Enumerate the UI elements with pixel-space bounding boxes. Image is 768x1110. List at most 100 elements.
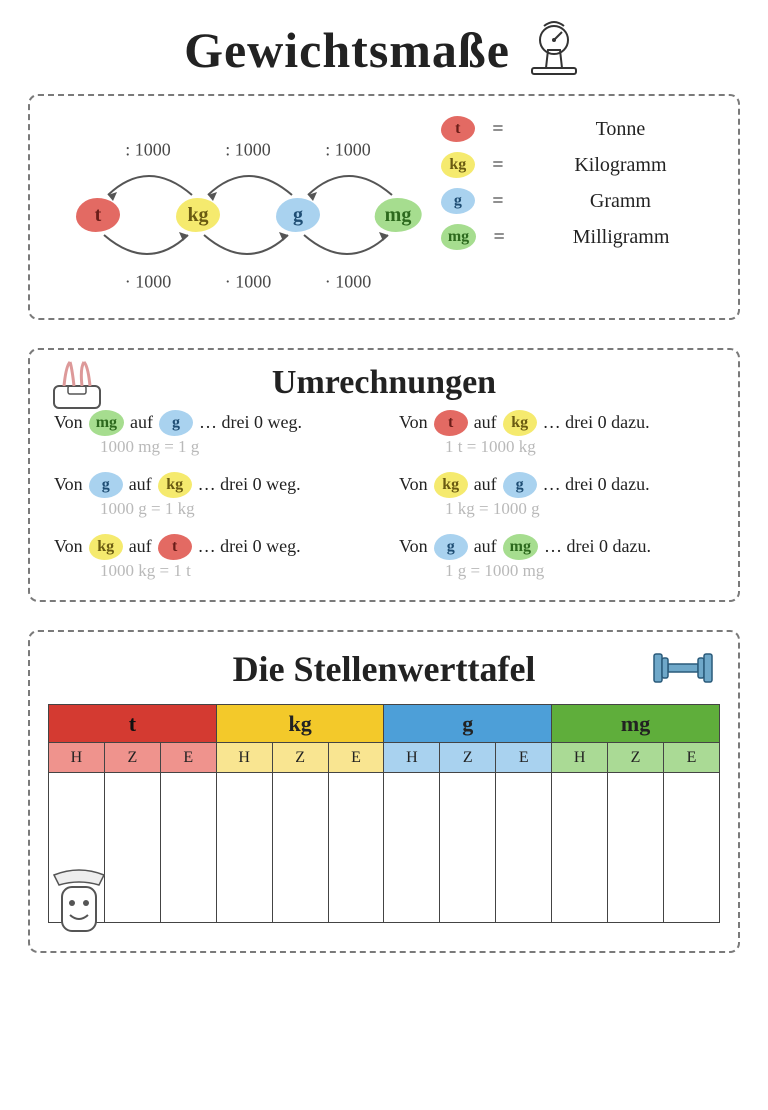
pv-cell <box>216 773 272 923</box>
pv-cell <box>663 773 719 923</box>
word-von: Von <box>399 473 428 496</box>
example-text: 1000 kg = 1 t <box>100 560 369 582</box>
unit-node-g: g <box>276 198 320 232</box>
equals-sign: = <box>489 190 507 213</box>
pv-cell <box>552 773 608 923</box>
unit-to: mg <box>503 534 538 560</box>
factor-multiply: · 1000 <box>225 272 272 293</box>
page-title: Gewichtsmaße <box>184 21 510 79</box>
pv-sub: Z <box>104 743 160 773</box>
legend-row-kg: kg=Kilogramm <box>441 152 720 178</box>
pv-sub: H <box>552 743 608 773</box>
pv-cell <box>608 773 664 923</box>
panel-conversions: Umrechnungen Vonmgaufg… drei 0 weg.1000 … <box>28 348 740 602</box>
unit-legend: t=Tonnekg=Kilogrammg=Grammmg=Milligramm <box>435 110 720 300</box>
panel-units-chain: t kg g mg : 1000 : 1000 : 1000 · 1000 · 1000 · 10… <box>28 94 740 320</box>
legend-row-mg: mg=Milligramm <box>441 224 720 250</box>
pv-sub: E <box>160 743 216 773</box>
pv-cell <box>384 773 440 923</box>
unit-node-kg: kg <box>176 198 220 232</box>
pv-sub: E <box>663 743 719 773</box>
unit-node-t: t <box>76 198 120 232</box>
legend-row-g: g=Gramm <box>441 188 720 214</box>
equals-sign: = <box>490 226 508 249</box>
pv-sub: Z <box>440 743 496 773</box>
unit-to: g <box>159 410 193 436</box>
example-text: 1 g = 1000 mg <box>445 560 714 582</box>
word-auf: auf <box>129 535 152 558</box>
pv-group-kg: kg <box>216 705 384 743</box>
legend-word: Milligramm <box>522 226 720 249</box>
pv-sub: H <box>384 743 440 773</box>
pv-sub: Z <box>272 743 328 773</box>
conversion-item: Vontaufkg… drei 0 dazu.1 t = 1000 kg <box>399 410 714 458</box>
example-text: 1000 g = 1 kg <box>100 498 369 520</box>
word-auf: auf <box>474 535 497 558</box>
legend-word: Kilogramm <box>521 154 720 177</box>
bathroom-scale-icon <box>48 356 106 414</box>
unit-from: kg <box>89 534 123 560</box>
word-auf: auf <box>130 411 153 434</box>
word-auf: auf <box>129 473 152 496</box>
pv-cell <box>160 773 216 923</box>
page-header: Gewichtsmaße <box>28 20 740 80</box>
unit-node-mg: mg <box>375 198 422 232</box>
pv-cell <box>328 773 384 923</box>
kitchen-scale-icon <box>44 865 114 943</box>
conversions-title: Umrechnungen <box>48 364 720 402</box>
conversion-item: Vongaufkg … drei 0 weg.1000 g = 1 kg <box>54 472 369 520</box>
legend-word: Gramm <box>521 190 720 213</box>
word-von: Von <box>54 411 83 434</box>
unit-from: kg <box>434 472 468 498</box>
rule-text: … drei 0 weg. <box>198 473 301 496</box>
pv-group-mg: mg <box>552 705 720 743</box>
unit-to: t <box>158 534 192 560</box>
conversions-grid: Vonmgaufg… drei 0 weg.1000 mg = 1 gVonta… <box>48 410 720 582</box>
pv-cell <box>272 773 328 923</box>
factor-divide: : 1000 <box>125 140 171 161</box>
word-auf: auf <box>474 411 497 434</box>
rule-text: … drei 0 dazu. <box>543 411 650 434</box>
pv-sub: H <box>216 743 272 773</box>
factor-multiply: · 1000 <box>125 272 172 293</box>
example-text: 1 t = 1000 kg <box>445 436 714 458</box>
pv-group-t: t <box>49 705 217 743</box>
pv-sub: E <box>328 743 384 773</box>
legend-word: Tonne <box>521 118 720 141</box>
legend-row-t: t=Tonne <box>441 116 720 142</box>
conversion-item: Vonkgaufg … drei 0 dazu.1 kg = 1000 g <box>399 472 714 520</box>
unit-from: g <box>434 534 468 560</box>
pv-group-g: g <box>384 705 552 743</box>
conversion-item: Vonmgaufg… drei 0 weg.1000 mg = 1 g <box>54 410 369 458</box>
dumbbell-icon <box>644 646 722 690</box>
pv-cell <box>496 773 552 923</box>
rule-text: … drei 0 dazu. <box>543 473 650 496</box>
place-value-title: Die Stellenwerttafel <box>48 648 720 690</box>
example-text: 1 kg = 1000 g <box>445 498 714 520</box>
factor-divide: : 1000 <box>325 140 371 161</box>
unit-chain: t kg g mg : 1000 : 1000 : 1000 · 1000 · 1000 · 10… <box>48 110 425 300</box>
equals-sign: = <box>489 118 507 141</box>
equals-sign: = <box>489 154 507 177</box>
panel-place-value: Die Stellenwerttafel tkggmgHZEHZEHZEHZE <box>28 630 740 953</box>
unit-to: kg <box>158 472 192 498</box>
unit-from: g <box>89 472 123 498</box>
factor-multiply: · 1000 <box>325 272 372 293</box>
word-von: Von <box>54 473 83 496</box>
unit-from: t <box>434 410 468 436</box>
place-value-table: tkggmgHZEHZEHZEHZE <box>48 704 720 923</box>
word-von: Von <box>54 535 83 558</box>
conversion-item: Vonkgauft … drei 0 weg.1000 kg = 1 t <box>54 534 369 582</box>
conversion-item: Vongaufmg… drei 0 dazu.1 g = 1000 mg <box>399 534 714 582</box>
word-von: Von <box>399 411 428 434</box>
word-auf: auf <box>474 473 497 496</box>
pv-sub: E <box>496 743 552 773</box>
unit-to: g <box>503 472 537 498</box>
factor-divide: : 1000 <box>225 140 271 161</box>
pv-sub: H <box>49 743 105 773</box>
pv-sub: Z <box>608 743 664 773</box>
rule-text: … drei 0 dazu. <box>544 535 651 558</box>
example-text: 1000 mg = 1 g <box>100 436 369 458</box>
pv-cell <box>440 773 496 923</box>
rule-text: … drei 0 weg. <box>198 535 301 558</box>
